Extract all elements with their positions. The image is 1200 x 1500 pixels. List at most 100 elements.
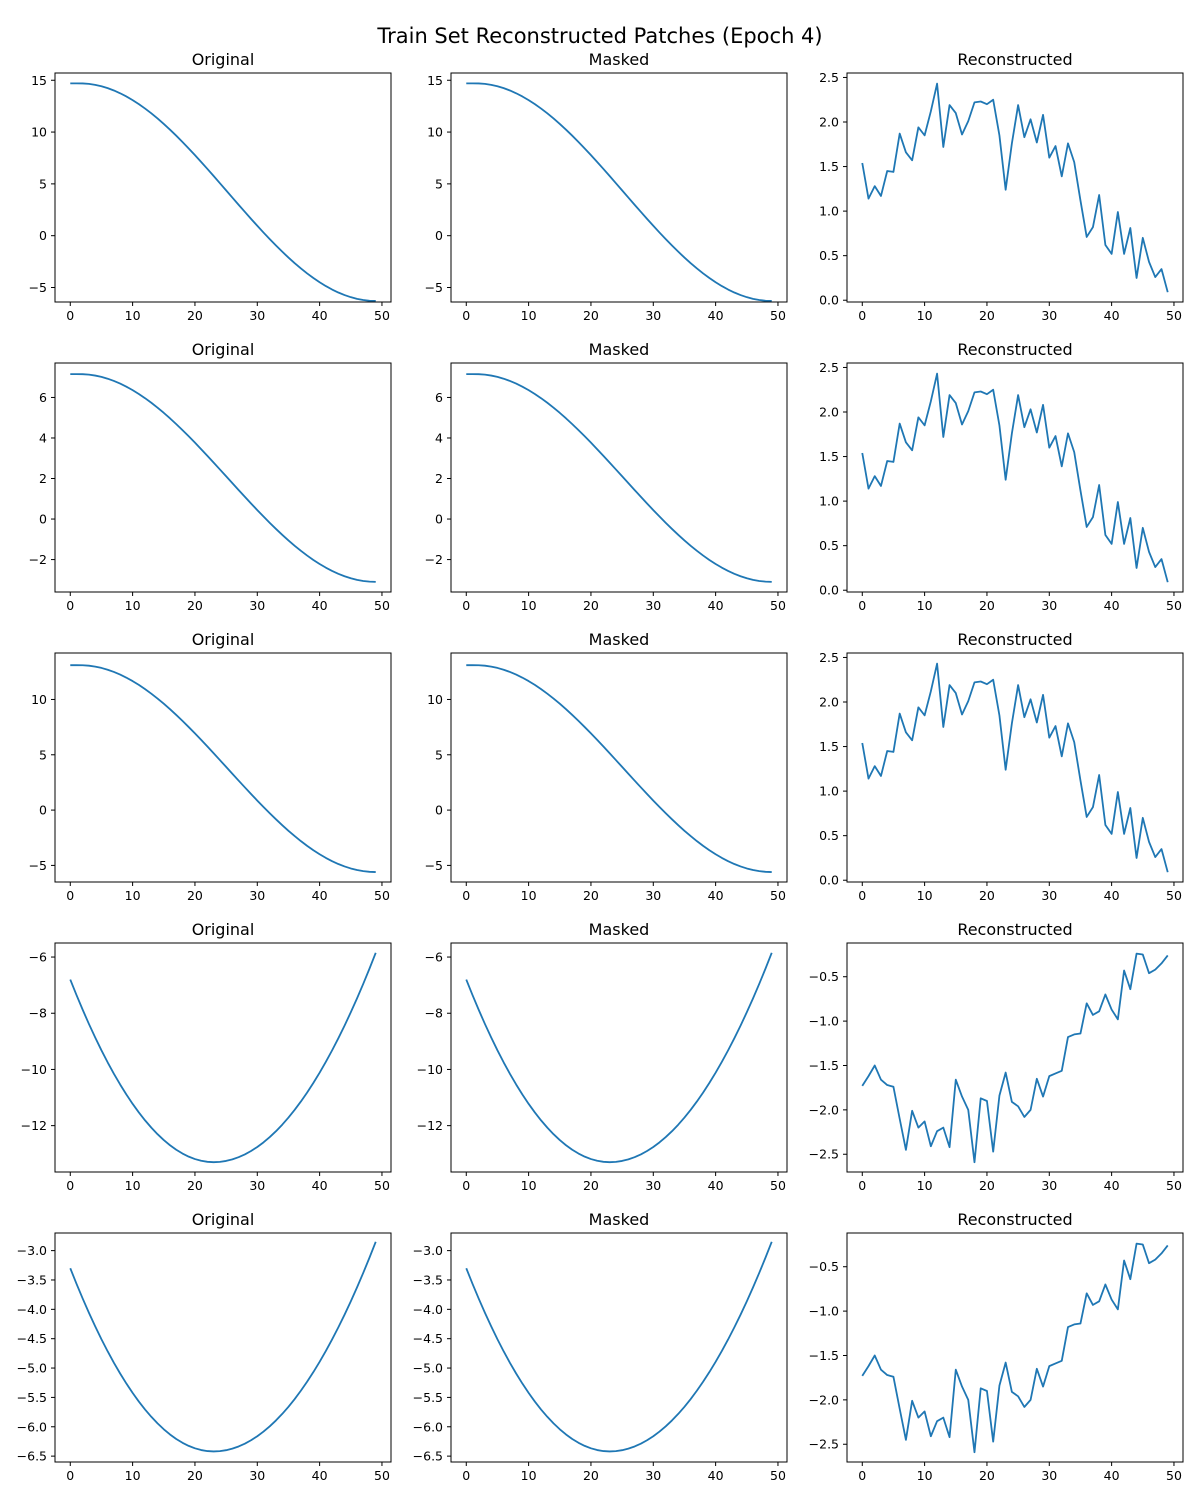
subplot-title: Reconstructed	[957, 920, 1072, 939]
y-tick-label: −5.5	[17, 1390, 47, 1405]
y-tick-label: −6.0	[413, 1419, 443, 1434]
y-tick-label: −0.5	[809, 969, 839, 984]
subplot-title: Original	[192, 1210, 255, 1229]
x-tick-label: 20	[979, 598, 995, 613]
x-tick-label: 10	[125, 1178, 141, 1193]
y-tick-label: −4.5	[413, 1331, 443, 1346]
series-line	[861, 952, 1169, 1164]
y-tick-label: 2.0	[819, 115, 839, 130]
y-tick-label: −3.0	[413, 1243, 443, 1258]
x-tick-label: 10	[521, 1468, 537, 1483]
x-tick-label: 30	[249, 598, 265, 613]
x-tick-label: 10	[917, 1468, 933, 1483]
y-tick-label: −8	[425, 1006, 443, 1021]
subplot-title: Original	[192, 630, 255, 649]
y-tick-label: 2.5	[819, 650, 839, 665]
y-tick-label: 1.0	[819, 204, 839, 219]
series-line	[861, 1242, 1169, 1454]
x-tick-label: 50	[770, 308, 786, 323]
x-tick-label: 50	[770, 598, 786, 613]
series-line	[466, 82, 772, 302]
x-tick-label: 50	[374, 1468, 390, 1483]
x-tick-label: 50	[770, 888, 786, 903]
subplot-2-1: Masked 0 10 20 30 40 50 −5 0 5 10	[425, 630, 788, 903]
x-tick-label: 20	[979, 1468, 995, 1483]
series-line	[69, 952, 377, 1164]
y-tick-label: 2.5	[819, 360, 839, 375]
x-tick-label: 10	[917, 308, 933, 323]
x-tick-label: 50	[1166, 1178, 1182, 1193]
x-tick-label: 0	[462, 1178, 470, 1193]
x-tick-label: 40	[708, 308, 724, 323]
x-tick-label: 40	[312, 598, 328, 613]
x-tick-label: 10	[125, 598, 141, 613]
x-tick-label: 10	[521, 888, 537, 903]
y-tick-label: −0.5	[809, 1259, 839, 1274]
y-tick-label: −2.5	[809, 1147, 839, 1162]
y-tick-label: −4.5	[17, 1331, 47, 1346]
y-tick-label: 2	[39, 471, 47, 486]
y-tick-label: 4	[435, 430, 443, 445]
series-line	[861, 662, 1169, 873]
y-tick-label: −1.0	[809, 1014, 839, 1029]
x-tick-label: 20	[583, 598, 599, 613]
y-tick-label: −6.5	[17, 1449, 47, 1464]
subplot-3-0: Original 0 10 20 30 40 50 −12 −10 −8 −6	[21, 920, 392, 1193]
axes-frame	[54, 362, 392, 593]
x-tick-label: 0	[858, 1468, 866, 1483]
x-tick-label: 10	[521, 1178, 537, 1193]
axes-frame	[846, 942, 1184, 1173]
x-tick-label: 50	[374, 598, 390, 613]
subplot-3-1: Masked 0 10 20 30 40 50 −12 −10 −8 −6	[417, 920, 788, 1193]
y-tick-label: −2	[425, 552, 443, 567]
y-tick-label: 10	[427, 692, 443, 707]
subplot-1-2: Reconstructed 0 10 20 30 40 50 0.0 0.5 1.0 1.5 2.0 2…	[819, 340, 1184, 613]
x-tick-label: 30	[1041, 1178, 1057, 1193]
y-tick-label: −4.0	[413, 1302, 443, 1317]
y-tick-label: 5	[435, 747, 443, 762]
x-tick-label: 0	[858, 1178, 866, 1193]
y-tick-label: 0.0	[819, 583, 839, 598]
y-tick-label: −5	[425, 858, 443, 873]
y-tick-label: 1.0	[819, 494, 839, 509]
axes-frame	[846, 652, 1184, 883]
series-line	[466, 664, 772, 873]
y-tick-label: 2.0	[819, 695, 839, 710]
y-tick-label: 0.0	[819, 293, 839, 308]
x-tick-label: 30	[1041, 598, 1057, 613]
x-tick-label: 40	[1104, 308, 1120, 323]
x-tick-label: 50	[770, 1468, 786, 1483]
y-tick-label: 2.0	[819, 405, 839, 420]
series-line	[69, 1241, 377, 1453]
axes-frame	[450, 1232, 788, 1463]
x-tick-label: 20	[187, 598, 203, 613]
y-tick-label: 0	[435, 803, 443, 818]
y-tick-label: −2	[29, 552, 47, 567]
x-tick-label: 40	[312, 1178, 328, 1193]
y-tick-label: −2.5	[809, 1437, 839, 1452]
y-tick-label: 2.5	[819, 70, 839, 85]
series-line	[70, 373, 376, 583]
x-tick-label: 50	[374, 308, 390, 323]
x-tick-label: 10	[917, 888, 933, 903]
x-tick-label: 10	[521, 308, 537, 323]
y-tick-label: −3.0	[17, 1243, 47, 1258]
x-tick-label: 10	[917, 598, 933, 613]
x-tick-label: 0	[66, 1468, 74, 1483]
x-tick-label: 10	[125, 888, 141, 903]
y-tick-label: 1.5	[819, 449, 839, 464]
x-tick-label: 20	[583, 1468, 599, 1483]
x-tick-label: 50	[1166, 598, 1182, 613]
x-tick-label: 10	[521, 598, 537, 613]
subplot-title: Original	[192, 50, 255, 69]
y-tick-label: 1.5	[819, 739, 839, 754]
y-tick-label: 15	[427, 73, 443, 88]
axes-frame	[450, 942, 788, 1173]
y-tick-label: 5	[39, 176, 47, 191]
y-tick-label: 1.0	[819, 784, 839, 799]
subplot-0-1: Masked 0 10 20 30 40 50 −5 0 5 10 15	[425, 50, 788, 323]
series-line	[466, 373, 772, 583]
x-tick-label: 40	[708, 888, 724, 903]
y-tick-label: 6	[39, 390, 47, 405]
